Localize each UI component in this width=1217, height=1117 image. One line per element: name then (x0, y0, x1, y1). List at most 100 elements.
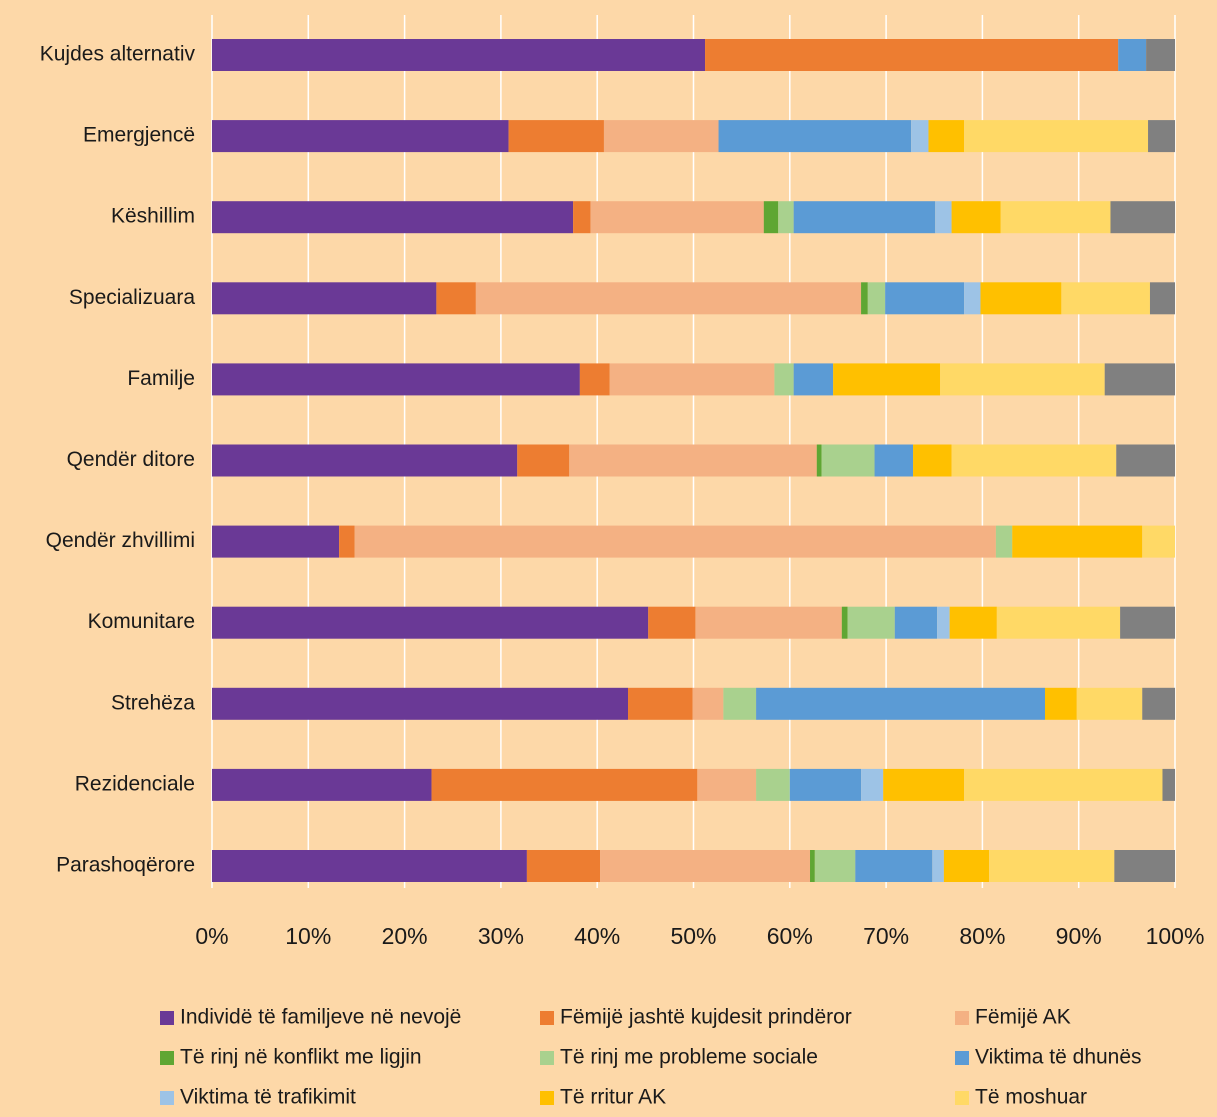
x-tick-label: 30% (478, 923, 524, 949)
legend-label: Të rritur AK (560, 1086, 666, 1109)
y-tick-label: Parashoqërore (56, 854, 195, 877)
bar-segment (932, 850, 944, 882)
legend-swatch (160, 1011, 174, 1025)
bar-segment (855, 850, 933, 882)
bar-segment (913, 444, 952, 477)
bar-segment (212, 39, 706, 71)
bar-segment (964, 282, 981, 315)
bar-segment (517, 444, 570, 477)
bar-segment (579, 363, 610, 396)
bar-segment (1142, 687, 1175, 720)
bar-segment (648, 606, 696, 639)
bar-segment (695, 606, 842, 639)
bar-segment (603, 120, 719, 153)
bar-segment (793, 201, 936, 234)
bar-segment (935, 201, 952, 234)
bar-segment (816, 444, 822, 477)
bar-segment (212, 444, 518, 477)
bar-segment (692, 687, 724, 720)
legend-swatch (955, 1011, 969, 1025)
bar-segment (980, 282, 1062, 315)
x-tick-label: 90% (1056, 923, 1102, 949)
bar-segment (1149, 282, 1175, 315)
x-tick-label: 80% (959, 923, 1005, 949)
bar-segment (212, 525, 340, 558)
legend-label: Viktima të trafikimit (180, 1086, 356, 1109)
bar-segment (814, 850, 856, 882)
y-tick-label: Këshillim (111, 205, 195, 228)
x-tick-label: 0% (195, 923, 228, 949)
y-tick-label: Familje (127, 367, 195, 390)
y-tick-label: Kujdes alternativ (40, 43, 196, 66)
bar-segment (964, 120, 1149, 153)
bar-segment (894, 606, 938, 639)
bar-segment (339, 525, 355, 558)
bar-segment (789, 768, 862, 801)
y-tick-label: Qendër ditore (67, 448, 195, 471)
legend-label: Fëmijë jashtë kujdesit prindëror (560, 1006, 852, 1029)
bar-segment (885, 282, 965, 315)
bar-segment (1110, 201, 1175, 234)
bar-segment (964, 768, 1163, 801)
bar-segment (821, 444, 875, 477)
x-tick-label: 60% (767, 923, 813, 949)
bar-segment (569, 444, 817, 477)
bar-segment (475, 282, 862, 315)
x-tick-label: 100% (1146, 923, 1205, 949)
y-tick-label: Emergjencë (83, 124, 195, 147)
bar-segment (861, 768, 884, 801)
x-tick-label: 70% (863, 923, 909, 949)
bar-segment (810, 850, 815, 882)
bar-segment (212, 201, 574, 234)
bar-segment (793, 363, 834, 396)
bar-segment (600, 850, 811, 882)
bar-segment (212, 282, 437, 315)
bar-segment (867, 282, 886, 315)
bar-segment (590, 201, 764, 234)
bar-segment (778, 201, 794, 234)
bar-segment (756, 687, 1045, 720)
bar-segment (774, 363, 794, 396)
bar-segment (718, 120, 912, 153)
bar-segment (1104, 363, 1175, 396)
y-tick-label: Rezidenciale (75, 772, 195, 795)
legend-label: Fëmijë AK (975, 1006, 1071, 1029)
x-tick-label: 50% (670, 923, 716, 949)
bar-segment (212, 687, 629, 720)
bar-segment (1061, 282, 1150, 315)
bar-segment (1148, 120, 1175, 153)
y-tick-label: Qendër zhvillimi (46, 529, 195, 552)
bar-segment (526, 850, 601, 882)
y-tick-label: Komunitare (88, 610, 195, 633)
bar-segment (943, 850, 990, 882)
legend-label: Të rinj me probleme sociale (560, 1046, 818, 1069)
bar-segment (951, 201, 1001, 234)
bar-segment (1114, 850, 1175, 882)
bar-segment (212, 768, 432, 801)
bar-segment (628, 687, 693, 720)
bar-segment (212, 850, 527, 882)
bar-segment (1044, 687, 1077, 720)
bar-segment (940, 363, 1105, 396)
bar-segment (995, 525, 1013, 558)
bar-segment (1142, 525, 1175, 558)
legend-label: Viktima të dhunës (975, 1046, 1142, 1069)
bar-segment (723, 687, 757, 720)
bar-segment (874, 444, 914, 477)
bar-segment (996, 606, 1121, 639)
bar-segment (1118, 39, 1147, 71)
legend-label: Të rinj në konflikt me ligjin (180, 1046, 422, 1069)
x-tick-label: 40% (574, 923, 620, 949)
bar-segment (1012, 525, 1143, 558)
bar-segment (937, 606, 950, 639)
bar-segment (928, 120, 965, 153)
legend-label: Individë të familjeve në nevojë (180, 1006, 461, 1029)
bar-segment (1162, 768, 1175, 801)
bar-segment (609, 363, 775, 396)
bar-segment (949, 606, 997, 639)
bar-segment (508, 120, 604, 153)
bar-segment (431, 768, 698, 801)
bar-segment (1000, 201, 1111, 234)
bar-segment (1120, 606, 1175, 639)
